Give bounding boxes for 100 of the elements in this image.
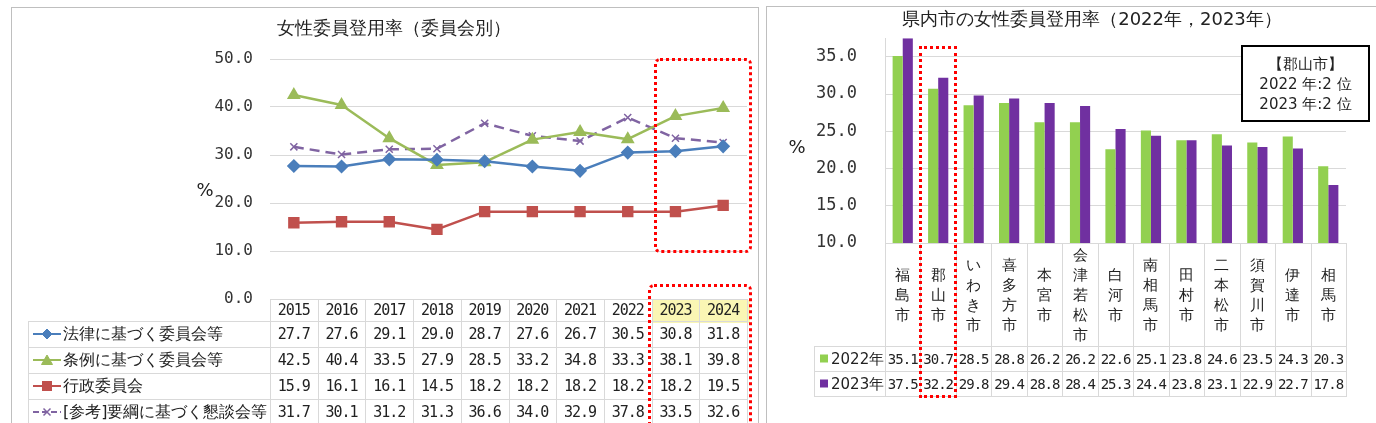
data-label: 33.3 <box>611 350 644 369</box>
data-label: 23.5 <box>1242 350 1273 367</box>
y-tick-label: 20.0 <box>816 156 857 177</box>
data-label: 30.1 <box>325 402 358 421</box>
data-label: 14.5 <box>420 376 453 395</box>
legend-label: 条例に基づく委員会等 <box>63 350 223 369</box>
data-label: 19.5 <box>707 376 740 395</box>
data-label: 16.1 <box>325 376 358 395</box>
data-label: 33.2 <box>516 350 549 369</box>
y-axis-title: % <box>788 136 806 157</box>
legend-label: 2023年 <box>831 374 885 392</box>
y-tick-label: 35.0 <box>816 45 857 66</box>
x-tick-label: 伊達市 <box>1285 264 1301 325</box>
x-tick-label: 2017 <box>373 300 406 319</box>
data-label: 27.9 <box>420 350 453 369</box>
data-label: 25.1 <box>1136 350 1166 367</box>
legend-label: 法律に基づく委員会等 <box>63 324 223 343</box>
data-label: 22.7 <box>1277 375 1308 392</box>
data-label: 24.3 <box>1277 350 1308 367</box>
data-label: 30.7 <box>923 350 954 367</box>
x-tick-label: 福島市 <box>895 264 911 325</box>
data-label: 33.5 <box>659 402 692 421</box>
y-tick-label: 25.0 <box>816 119 857 140</box>
data-label: 29.8 <box>958 375 989 392</box>
x-tick-label: 2022 <box>611 300 644 319</box>
data-label: 27.7 <box>277 324 310 343</box>
data-label: 40.4 <box>325 350 358 369</box>
data-label: 32.2 <box>923 375 954 392</box>
x-tick-label: 郡山市 <box>930 264 946 325</box>
chart-title: 女性委員登用率（委員会別） <box>277 17 511 38</box>
data-label: 29.1 <box>373 324 406 343</box>
x-tick-label: 2015 <box>277 300 310 319</box>
x-tick-label: 2024 <box>707 300 740 319</box>
data-label: 27.6 <box>325 324 358 343</box>
data-label: 26.2 <box>1065 350 1095 367</box>
legend-label: [参考]要綱に基づく懇談会等 <box>63 402 268 421</box>
data-label: 31.8 <box>707 324 740 343</box>
data-label: 35.1 <box>887 350 918 367</box>
y-tick-label: 10.0 <box>816 231 857 252</box>
data-label: 39.8 <box>707 350 740 369</box>
x-tick-label: 二本松市 <box>1214 254 1230 335</box>
data-label: 16.1 <box>373 376 406 395</box>
data-label: 26.2 <box>1029 350 1060 367</box>
data-label: 18.2 <box>468 376 501 395</box>
data-label: 24.4 <box>1136 375 1166 392</box>
data-label: 29.0 <box>420 324 453 343</box>
x-tick-label: 白河市 <box>1108 264 1123 325</box>
data-label: 34.8 <box>563 350 597 369</box>
y-tick-label: 20.0 <box>214 192 253 212</box>
data-label: 25.3 <box>1100 375 1131 392</box>
data-label: 28.8 <box>994 350 1024 367</box>
data-label: 28.5 <box>958 350 989 367</box>
y-axis-title: % <box>196 179 214 200</box>
x-tick-label: 須賀川市 <box>1249 254 1265 335</box>
y-tick-label: 50.0 <box>214 48 253 68</box>
chart-title: 県内市の女性委員登用率（2022年，2023年） <box>902 8 1282 29</box>
x-tick-label: 2018 <box>420 300 453 319</box>
data-label: 18.2 <box>659 376 692 395</box>
data-label: 37.8 <box>611 402 644 421</box>
x-tick-label: 2016 <box>325 300 358 319</box>
x-tick-label: 南相馬市 <box>1143 254 1159 335</box>
data-label: 32.6 <box>707 402 740 421</box>
y-tick-label: 30.0 <box>214 144 253 164</box>
data-label: 28.4 <box>1065 375 1095 392</box>
data-label: 22.9 <box>1242 375 1273 392</box>
data-label: 27.6 <box>516 324 549 343</box>
data-label: 33.5 <box>373 350 406 369</box>
data-label: 18.2 <box>611 376 644 395</box>
data-label: 28.8 <box>1029 375 1060 392</box>
data-label: 22.6 <box>1100 350 1131 367</box>
data-label: 18.2 <box>563 376 597 395</box>
data-label: 17.8 <box>1313 375 1344 392</box>
x-tick-label: 2019 <box>468 300 501 319</box>
data-label: 29.4 <box>994 375 1024 392</box>
data-label: 28.5 <box>468 350 501 369</box>
data-label: 37.5 <box>887 375 918 392</box>
data-label: 24.6 <box>1207 350 1237 367</box>
data-label: 23.8 <box>1171 375 1202 392</box>
data-label: 28.7 <box>468 324 501 343</box>
data-label: 18.2 <box>516 376 549 395</box>
data-label: 23.1 <box>1207 375 1237 392</box>
data-label: 30.5 <box>611 324 644 343</box>
x-tick-label: 相馬市 <box>1320 264 1336 325</box>
data-label: 23.8 <box>1171 350 1202 367</box>
data-label: 36.6 <box>468 402 501 421</box>
data-label: 42.5 <box>277 350 310 369</box>
data-label: 30.8 <box>659 324 692 343</box>
x-tick-label: 喜多方市 <box>1001 254 1017 335</box>
data-label: 31.2 <box>373 402 406 421</box>
x-tick-label: 本宮市 <box>1037 264 1053 325</box>
annotation: 【郡山市】 2022 年:2 位 2023 年:2 位 <box>1259 53 1352 114</box>
y-tick-label: 40.0 <box>214 96 253 116</box>
data-label: 15.9 <box>277 376 310 395</box>
y-tick-label: 10.0 <box>214 240 253 260</box>
data-label: 26.7 <box>563 324 597 343</box>
data-label: 34.0 <box>516 402 549 421</box>
data-label: 31.3 <box>420 402 453 421</box>
legend-label: 行政委員会 <box>63 376 143 395</box>
x-tick-label: 会津若松市 <box>1072 244 1088 345</box>
x-tick-label: 田村市 <box>1178 264 1194 325</box>
